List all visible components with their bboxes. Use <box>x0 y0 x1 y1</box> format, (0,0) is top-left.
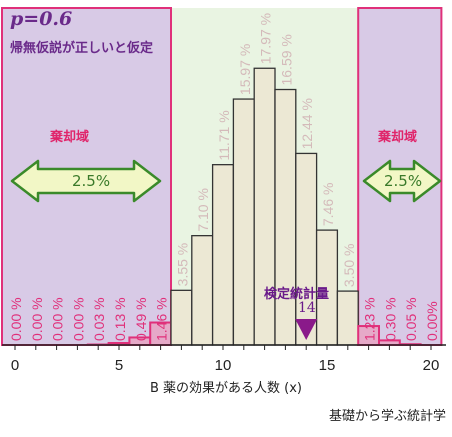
bar-value-label-x-3: 0.00 % <box>70 297 86 341</box>
x-tick-label-5: 5 <box>115 357 123 374</box>
bar-x-11 <box>232 98 255 346</box>
test-statistic-marker <box>295 319 318 340</box>
bar-value-label-x-6: 0.49 % <box>133 297 149 341</box>
test-statistic-label: 検定統計量 <box>264 287 330 302</box>
bar-x-9 <box>191 235 214 346</box>
left-rejection-label: 棄却域 <box>50 130 90 145</box>
bar-value-label-x-19: 0.05 % <box>403 297 419 341</box>
x-tick-label-0: 0 <box>11 357 19 374</box>
bar-value-label-x-18: 0.30 % <box>382 297 398 341</box>
right-rejection-arrow <box>362 159 442 203</box>
x-tick-label-15: 15 <box>319 357 336 374</box>
bar-value-label-x-7: 1.46 % <box>154 297 170 341</box>
left-rejection-percent: 2.5% <box>72 172 111 190</box>
bar-value-label-x-12: 17.97 % <box>258 13 274 64</box>
left-rejection-arrow <box>10 159 162 203</box>
x-tick-label-20: 20 <box>423 357 440 374</box>
bar-value-label-x-17: 1.23 % <box>362 297 378 341</box>
bar-value-label-x-5: 0.13 % <box>112 297 128 341</box>
right-rejection-percent: 2.5% <box>384 172 423 190</box>
bar-value-label-x-15: 7.46 % <box>320 183 336 227</box>
probability-label: p=0.6 <box>10 8 73 30</box>
x-axis-label: B 薬の効果がある人数 (x) <box>149 381 303 396</box>
chart-subtitle: 帰無仮説が正しいと仮定 <box>10 41 154 56</box>
bar-value-label-x-11: 15.97 % <box>237 44 253 95</box>
test-statistic-value: 14 <box>298 300 316 316</box>
bar-value-label-x-2: 0.00 % <box>50 297 66 341</box>
bar-value-label-x-13: 16.59 % <box>278 34 294 85</box>
bar-x-16 <box>336 290 359 346</box>
source-credit: 基礎から学ぶ統計学 <box>328 409 446 424</box>
bar-value-label-x-20: 0.00% <box>424 301 440 341</box>
bar-value-label-x-0: 0.00 % <box>8 297 24 341</box>
x-tick-label-10: 10 <box>215 357 232 374</box>
bar-x-8 <box>170 289 193 346</box>
bar-value-label-x-16: 3.50 % <box>341 244 357 288</box>
bar-value-label-x-10: 11.71 % <box>216 110 232 160</box>
bar-value-label-x-8: 3.55 % <box>174 243 190 287</box>
bar-x-10 <box>211 164 235 346</box>
bar-value-label-x-1: 0.00 % <box>29 297 45 341</box>
bar-x-13 <box>274 88 297 346</box>
right-rejection-label: 棄却域 <box>378 130 418 145</box>
bar-x-14 <box>295 152 318 346</box>
bar-value-label-x-4: 0.03 % <box>91 297 107 341</box>
bar-value-label-x-14: 12.44 % <box>299 98 315 149</box>
bar-value-label-x-9: 7.10 % <box>195 188 211 232</box>
bar-x-12 <box>253 67 276 346</box>
